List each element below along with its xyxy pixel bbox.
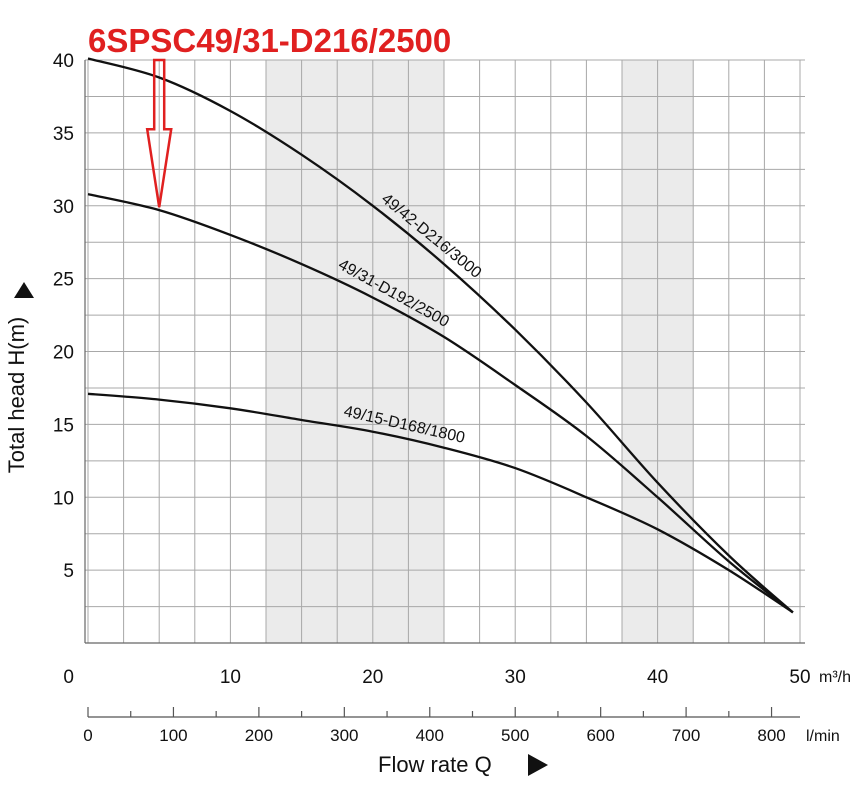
y-tick-label: 30: [53, 197, 74, 218]
x-tick-labels: 10 20 30 40 50: [220, 667, 811, 688]
y-axis-label: Total head H(m): [4, 317, 29, 474]
y-tick-label: 35: [53, 124, 74, 145]
y-tick-label: 40: [53, 51, 74, 72]
x-tick-label: 30: [505, 667, 526, 688]
chart-title: 6SPSC49/31-D216/2500: [88, 22, 451, 59]
x2-tick-label: 700: [672, 726, 700, 745]
y-axis-label-arrow: [14, 282, 34, 298]
y-tick-label: 5: [63, 561, 74, 582]
x2-tick-label: 800: [757, 726, 785, 745]
x-tick-label: 20: [362, 667, 383, 688]
grid: [85, 59, 805, 644]
x-axis-label: Flow rate Q: [378, 752, 492, 777]
x2-tick-label: 0: [83, 726, 92, 745]
secondary-x-axis: 0 100 200 300 400 500 600 700 800: [83, 707, 800, 745]
y-tick-labels: 5 10 15 20 25 30 35 40 0: [53, 51, 74, 688]
origin-label: 0: [63, 667, 74, 688]
x2-unit-label: l/min: [806, 728, 840, 745]
x2-tick-label: 100: [159, 726, 187, 745]
curve-line-3: [87, 392, 794, 614]
x2-tick-label: 500: [501, 726, 529, 745]
curves: [87, 57, 794, 614]
red-arrow-icon: [145, 58, 173, 208]
y-tick-label: 20: [53, 343, 74, 364]
x-axis-label-arrow: [528, 754, 548, 776]
x-tick-label: 40: [647, 667, 668, 688]
axes: [84, 60, 805, 644]
arrow-annotation: [145, 58, 173, 208]
x2-tick-label: 600: [586, 726, 614, 745]
y-tick-label: 15: [53, 415, 74, 436]
y-tick-label: 25: [53, 270, 74, 291]
x-tick-label: 10: [220, 667, 241, 688]
curve-line-2: [87, 192, 794, 614]
x2-tick-label: 300: [330, 726, 358, 745]
x2-tick-label: 400: [416, 726, 444, 745]
curve-line-1: [87, 57, 794, 614]
x-tick-label: 50: [789, 667, 810, 688]
y-tick-label: 10: [53, 488, 74, 509]
x-unit-label: m³/h: [819, 669, 851, 686]
x2-tick-label: 200: [245, 726, 273, 745]
